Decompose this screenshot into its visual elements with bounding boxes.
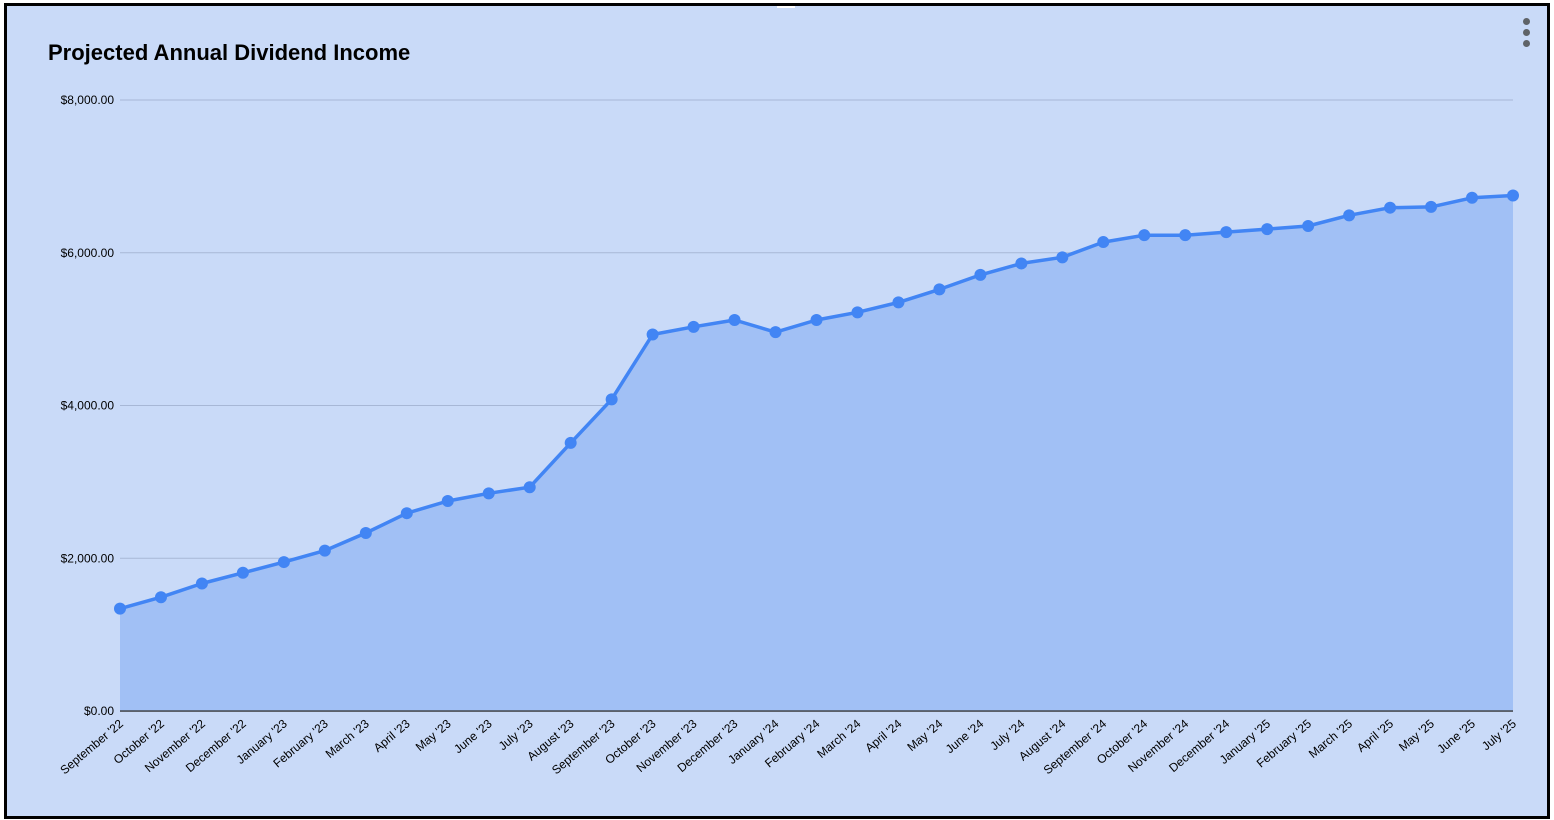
x-tick-label: April '23 [371,716,413,755]
data-point [933,283,946,296]
y-tick-label: $6,000.00 [61,246,115,260]
data-point [687,320,700,333]
chart-menu-icon[interactable] [1519,16,1535,50]
data-point [564,436,577,449]
data-point [1466,191,1479,204]
x-tick-label: July '25 [1479,716,1519,753]
data-point [646,328,659,341]
data-point [728,313,741,326]
data-point [1302,220,1315,233]
series-area-fill [120,195,1513,711]
data-point [974,268,987,281]
data-point [605,393,618,406]
data-point [154,591,167,604]
x-tick-label: May '24 [904,716,945,754]
chart-container: Projected Annual Dividend Income $0.00 $2… [4,3,1550,819]
x-tick-label: June '25 [1434,716,1478,756]
top-edge-marker [777,6,795,8]
data-point [1261,223,1274,236]
x-tick-label: September '22 [57,716,126,777]
x-tick-label: March '25 [1306,716,1355,761]
data-point [236,566,249,579]
data-point [1097,236,1110,249]
data-point [195,577,208,590]
x-tick-label: June '24 [943,716,987,756]
data-point [359,527,372,540]
area-chart: $0.00 $2,000.00 $4,000.00 $6,000.00 $8,000.0… [57,93,1519,777]
data-point [1343,209,1356,222]
data-point [1179,229,1192,242]
data-point [1425,200,1438,213]
chart-title: Projected Annual Dividend Income [48,40,411,65]
data-point [400,507,413,520]
y-tick-label: $4,000.00 [61,399,115,413]
y-tick-label: $0.00 [84,704,114,718]
data-point [851,306,864,319]
data-point [482,487,495,500]
data-point [114,602,126,615]
x-tick-label: March '24 [814,716,863,761]
x-tick-label: April '25 [1354,716,1396,755]
x-tick-label: March '23 [323,716,372,761]
data-point [318,544,331,557]
x-tick-label: May '25 [1396,716,1437,754]
data-point [810,313,823,326]
data-point [769,326,782,339]
data-point [1384,201,1397,214]
data-point [1015,257,1028,270]
data-point [892,296,905,309]
data-point [1507,189,1519,202]
x-tick-label: June '23 [451,716,495,756]
x-tick-label: May '23 [413,716,454,754]
data-point [1220,226,1233,239]
y-tick-label: $8,000.00 [61,93,115,107]
data-point [1138,229,1151,242]
y-tick-label: $2,000.00 [61,551,115,565]
data-point [277,556,290,569]
data-point [441,494,454,507]
data-point [523,481,536,494]
data-point [1056,251,1069,264]
x-tick-label: April '24 [862,716,904,755]
